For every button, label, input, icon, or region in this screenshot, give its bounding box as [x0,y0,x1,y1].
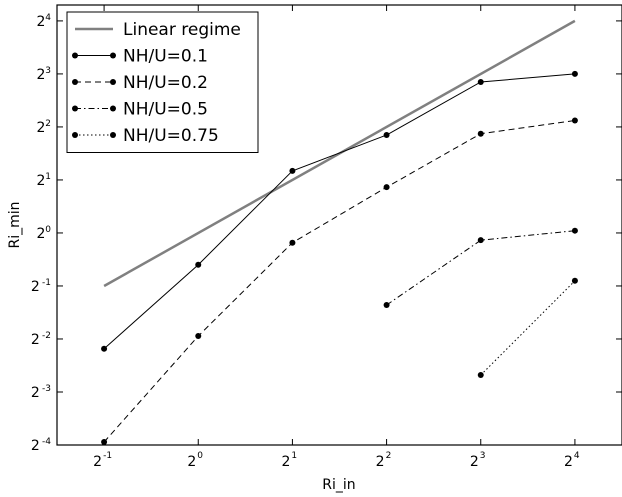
y-tick-exponent: 2 [45,119,51,129]
legend-marker [110,52,116,59]
legend-label: NH/U=0.2 [123,73,208,93]
x-axis: 2 -1 2 0 2 1 2 2 2 3 2 4 [93,5,580,470]
legend-label: NH/U=0.5 [123,100,208,120]
legend-marker [72,105,78,112]
x-tick-base: 2 [564,454,573,470]
y-tick-exponent: 3 [45,66,51,76]
x-tick-base: 2 [376,454,385,470]
legend-label: NH/U=0.75 [123,126,219,146]
legend-marker [110,79,116,85]
x-tick-exponent: 4 [574,451,580,461]
x-tick-base: 2 [187,454,196,470]
y-tick-label: -22 [31,331,51,348]
series-line-3 [386,230,575,306]
y-tick-label: -12 [31,278,51,295]
data-point [571,70,578,77]
y-tick-base: 2 [36,14,45,30]
x-tick-base: 2 [93,454,102,470]
y-tick-base: 2 [31,385,40,401]
y-tick-exponent: -1 [42,278,51,288]
y-tick-base: 2 [31,438,40,454]
x-axis-title: Ri_in [322,477,355,493]
y-tick-exponent: 0 [45,225,51,235]
x-tick-exponent: 2 [386,451,392,461]
y-tick-label: 22 [36,119,51,136]
data-point [383,301,390,308]
legend-marker [110,105,116,112]
legend-marker [72,132,78,138]
series-layer [101,19,578,446]
data-point [477,237,484,244]
y-tick-label: 32 [36,66,51,83]
x-tick-exponent: 0 [197,451,203,461]
data-point [571,277,578,284]
y-tick-label: 12 [36,172,51,189]
x-tick-label: 2 -1 [93,451,112,470]
data-point [195,332,202,339]
y-tick-label: -42 [31,437,51,454]
data-point [101,345,108,352]
data-point [477,130,484,137]
data-point [383,184,390,191]
y-tick-base: 2 [36,67,45,83]
y-tick-base: 2 [31,332,40,348]
x-tick-exponent: -1 [103,451,112,461]
y-tick-label: -32 [31,384,51,401]
y-tick-label: 42 [36,13,51,30]
series-line-1 [103,73,575,350]
data-point [477,78,484,85]
y-tick-exponent: -3 [42,384,51,394]
y-tick-base: 2 [36,120,45,136]
y-tick-base: 2 [36,173,45,189]
legend: Linear regime NH/U=0.1 NH/U=0.2 NH/U=0.5 NH/… [66,11,259,153]
y-axis-title: Ri_min [7,201,23,248]
x-tick-exponent: 3 [480,451,486,461]
data-point [289,167,296,174]
x-tick-exponent: 1 [291,451,297,461]
y-tick-base: 2 [36,226,45,242]
data-point [383,131,390,138]
y-tick-exponent: 1 [45,172,51,182]
data-point [571,227,578,234]
y-tick-exponent: 4 [45,13,51,23]
legend-marker [72,52,78,59]
plot-frame [56,4,622,446]
y-tick-label: 02 [36,225,51,242]
y-tick-exponent: -2 [42,331,51,341]
legend-label: NH/U=0.1 [123,47,208,67]
data-point [477,372,484,379]
legend-marker [110,132,116,138]
legend-label: Linear regime [123,20,241,40]
y-tick-base: 2 [31,279,40,295]
x-tick-base: 2 [470,454,479,470]
y-tick-exponent: -4 [42,437,51,447]
data-point [571,117,578,124]
legend-marker [72,79,78,85]
x-tick-base: 2 [281,454,290,470]
data-point [195,261,202,268]
data-point [289,239,296,246]
